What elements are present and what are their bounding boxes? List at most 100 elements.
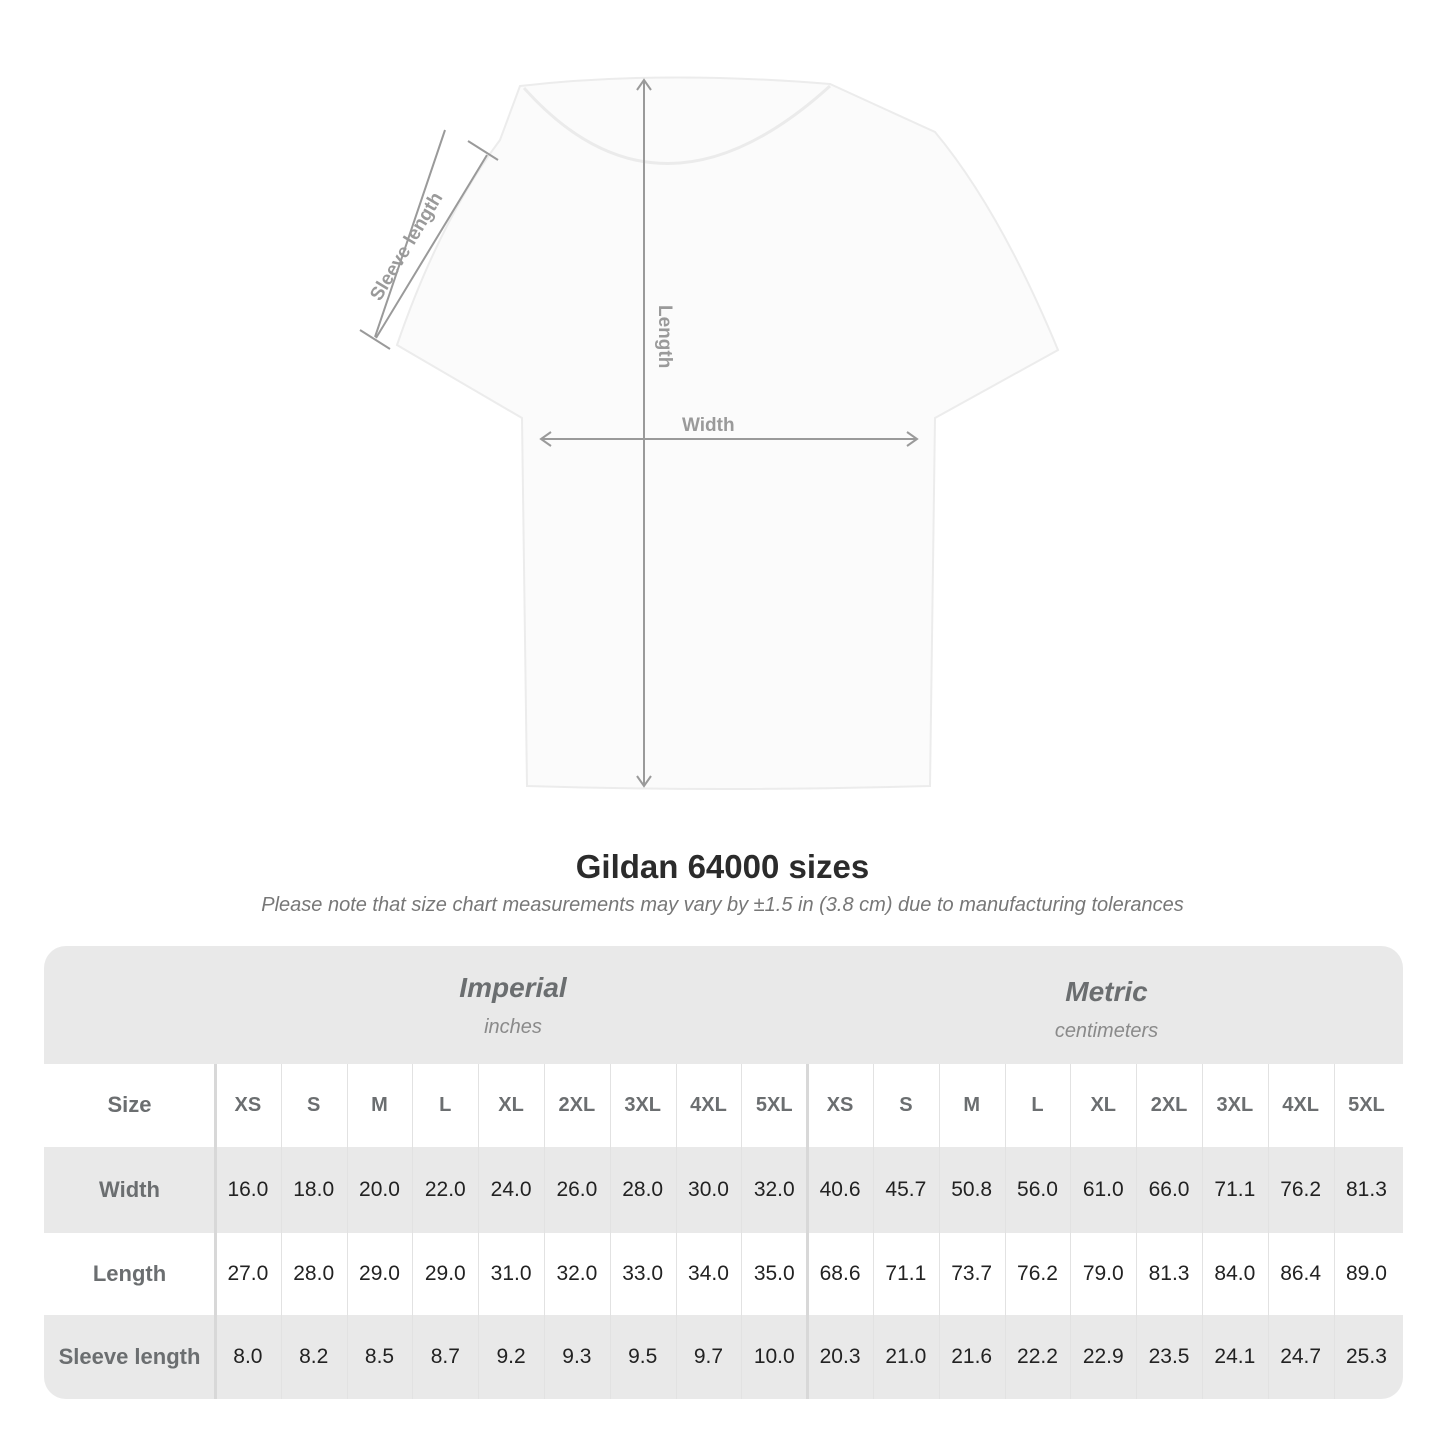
table-cell: 45.7: [885, 1178, 927, 1201]
table-cell: 31.0: [490, 1262, 532, 1285]
table-cell: 24.7: [1280, 1345, 1322, 1368]
table-cell: 21.6: [951, 1345, 993, 1368]
metric-header: Metric centimeters: [810, 976, 1403, 1043]
table-cell: 68.6: [819, 1262, 861, 1285]
imperial-size-s: S: [307, 1093, 321, 1116]
column-divider: [412, 1064, 414, 1399]
table-cell: 26.0: [556, 1178, 598, 1201]
imperial-size-m: M: [371, 1093, 388, 1116]
table-row: Sleeve length 8.0 8.2 8.5 8.7 9.2 9.3 9.5 9.7 10.…: [44, 1315, 1403, 1399]
column-divider: [544, 1064, 545, 1399]
column-divider: [675, 1064, 677, 1399]
width-label: Width: [682, 415, 735, 436]
length-label: Length: [654, 305, 675, 368]
table-cell: 20.0: [359, 1178, 400, 1201]
metric-size-2xl: 2XL: [1150, 1093, 1188, 1116]
imperial-size-xs: XS: [234, 1093, 262, 1116]
table-cell: 10.0: [753, 1345, 795, 1368]
table-row: Length 27.0 28.0 29.0 29.0 31.0 32.0 33.0 34.0 35…: [44, 1235, 1403, 1313]
metric-unit: centimeters: [1054, 1020, 1159, 1042]
column-divider: [1267, 1064, 1269, 1399]
table-cell: 28.0: [622, 1178, 664, 1201]
column-divider: [1333, 1064, 1335, 1399]
tolerance-note: Please note that size chart measurements…: [261, 894, 1184, 916]
table-cell: 16.0: [227, 1178, 269, 1201]
table-cell: 28.0: [293, 1262, 335, 1285]
table-cell: 20.3: [819, 1345, 861, 1368]
metric-size-l: L: [1031, 1093, 1044, 1116]
size-label: Size: [107, 1092, 152, 1117]
table-cell: 81.3: [1346, 1178, 1387, 1201]
table-cell: 8.5: [364, 1345, 395, 1368]
column-divider: [478, 1064, 480, 1399]
metric-size-4xl: 4XL: [1282, 1093, 1319, 1116]
metric-title: Metric: [1065, 976, 1148, 1007]
collar: [522, 84, 832, 165]
imperial-size-l: L: [439, 1093, 452, 1116]
column-divider: [1004, 1064, 1006, 1399]
imperial-header: Imperial inches: [217, 972, 809, 1039]
table-cell: 32.0: [753, 1178, 795, 1201]
table-cell: 24.1: [1214, 1345, 1256, 1368]
unit-header-band: [44, 946, 1403, 1064]
table-cell: 71.1: [1214, 1178, 1256, 1201]
table-cell: 8.2: [299, 1345, 329, 1368]
imperial-unit: inches: [484, 1016, 542, 1038]
table-cell: 86.4: [1280, 1262, 1322, 1285]
table-cell: 22.9: [1082, 1345, 1124, 1368]
table-cell: 71.1: [885, 1262, 927, 1285]
column-divider: [806, 1064, 810, 1399]
table-cell: 9.5: [628, 1345, 658, 1368]
table-cell: 56.0: [1017, 1178, 1058, 1201]
table-row: Width 16.0 18.0 20.0 22.0 24.0 26.0 28.0 30.0 32.…: [44, 1147, 1403, 1233]
tshirt-image: [395, 76, 1060, 790]
table-cell: 9.2: [496, 1345, 526, 1368]
table-cell: 21.0: [885, 1345, 927, 1368]
column-divider: [1202, 1064, 1203, 1399]
imperial-size-4xl: 4XL: [690, 1093, 727, 1116]
table-cell: 27.0: [227, 1262, 269, 1285]
table-cell: 33.0: [622, 1262, 664, 1285]
column-divider: [938, 1064, 940, 1399]
column-divider: [346, 1064, 348, 1399]
table-cell: 8.7: [430, 1345, 460, 1368]
size-chart-table: Imperial inches Metric centimeters Size X…: [44, 946, 1403, 1399]
imperial-size-2xl: 2XL: [558, 1093, 596, 1116]
table-cell: 40.6: [819, 1178, 861, 1201]
column-divider: [741, 1064, 743, 1399]
imperial-size-3xl: 3XL: [624, 1093, 662, 1116]
table-cell: 76.2: [1280, 1178, 1322, 1201]
table-cell: 9.7: [693, 1345, 724, 1368]
table-cell: 34.0: [688, 1262, 729, 1285]
table-cell: 81.3: [1148, 1262, 1190, 1285]
table-cell: 22.2: [1017, 1345, 1058, 1368]
table-cell: 79.0: [1082, 1262, 1124, 1285]
table-cell: 29.0: [424, 1262, 466, 1285]
table-cell: 30.0: [688, 1178, 729, 1201]
metric-size-m: M: [963, 1093, 980, 1116]
column-divider: [214, 1064, 217, 1399]
metric-size-s: S: [899, 1093, 913, 1116]
table-cell: 23.5: [1148, 1345, 1190, 1368]
table-cell: 89.0: [1346, 1262, 1387, 1285]
table-cell: 35.0: [753, 1262, 795, 1285]
row-label: Width: [99, 1177, 160, 1202]
page-title: Gildan 64000 sizes: [575, 848, 870, 885]
table-cell: 29.0: [359, 1262, 400, 1285]
column-divider: [873, 1064, 874, 1399]
table-cell: 24.0: [490, 1178, 532, 1201]
size-header-row: Size XS S M L XL 2XL 3XL 4XL 5XL XS S M L XL 2XL 3XL 4XL 5…: [44, 1065, 1403, 1145]
table-cell: 66.0: [1148, 1178, 1190, 1201]
table-cell: 32.0: [556, 1262, 598, 1285]
table-cell: 22.0: [424, 1178, 466, 1201]
table-cell: 9.3: [562, 1345, 592, 1368]
table-cell: 8.0: [233, 1345, 263, 1368]
column-divider: [609, 1064, 611, 1399]
imperial-size-xl: XL: [498, 1093, 524, 1116]
table-cell: 61.0: [1082, 1178, 1124, 1201]
table-cell: 25.3: [1346, 1345, 1387, 1368]
metric-size-5xl: 5XL: [1348, 1093, 1385, 1116]
column-divider: [1136, 1064, 1138, 1399]
table-cell: 50.8: [951, 1178, 993, 1201]
column-divider: [280, 1064, 282, 1399]
